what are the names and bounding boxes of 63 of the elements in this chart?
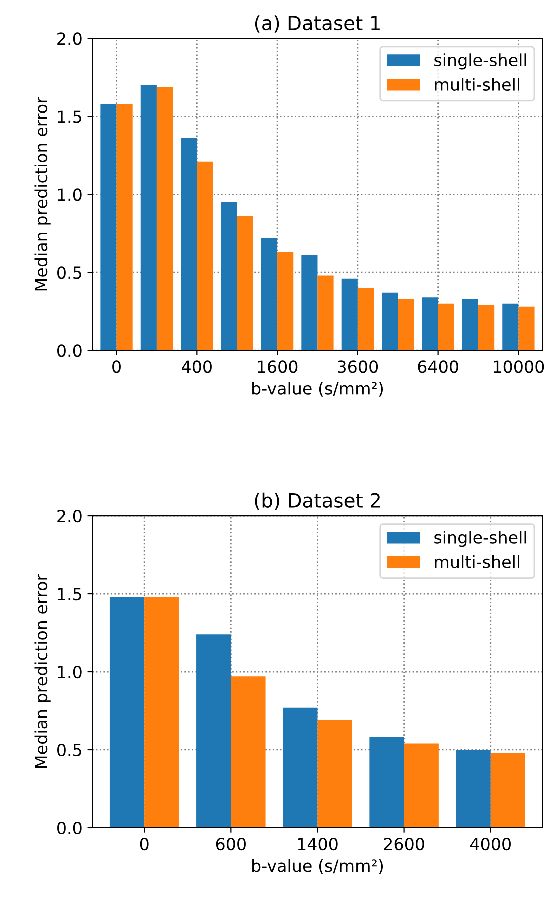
bar	[438, 304, 454, 351]
bar	[156, 87, 174, 351]
chart-title: (b) Dataset 2	[255, 492, 380, 510]
x-tick-label: 600	[216, 838, 246, 851]
bar	[382, 292, 398, 351]
x-tick-label: 1400	[298, 838, 338, 851]
bar	[478, 305, 495, 351]
y-tick-label: 0.5	[58, 744, 82, 757]
bar	[302, 255, 318, 351]
y-tick-label: 0.0	[58, 822, 82, 835]
x-tick-label: 10000	[494, 360, 544, 374]
bar	[261, 238, 278, 351]
x-tick-label: 3600	[338, 360, 378, 374]
y-tick-label: 1.5	[58, 588, 82, 601]
bar	[221, 202, 238, 351]
y-axis-title: Median prediction error	[34, 97, 51, 291]
legend-label: single-shell	[434, 531, 526, 548]
x-axis-title: b-value (s/mm²)	[252, 859, 384, 874]
bar	[342, 278, 358, 351]
bar	[140, 85, 157, 351]
y-tick-label: 1.0	[58, 666, 82, 679]
y-tick-label: 1.5	[58, 110, 82, 124]
x-tick-label: 0	[112, 360, 121, 374]
bar	[318, 276, 334, 351]
x-tick-label: 0	[140, 838, 149, 851]
bar	[231, 676, 266, 828]
y-axis-title: Median prediction error	[34, 574, 51, 768]
bar	[490, 753, 526, 828]
x-tick-label: 4000	[470, 838, 511, 851]
bar	[278, 252, 294, 351]
x-tick-label: 1600	[258, 360, 298, 374]
bar	[462, 299, 479, 351]
legend-label: multi-shell	[435, 555, 520, 568]
bar	[422, 298, 438, 351]
y-tick-label: 1.0	[58, 188, 82, 202]
y-tick-label: 0.5	[58, 266, 82, 280]
bar	[116, 104, 133, 351]
bar	[144, 597, 180, 828]
x-tick-label: 2600	[384, 838, 424, 851]
bar	[370, 738, 404, 828]
x-tick-label: 6400	[418, 360, 458, 374]
bar	[181, 138, 198, 351]
bar	[456, 750, 491, 828]
legend-label: multi-shell	[435, 78, 520, 92]
bar	[404, 744, 439, 828]
bar	[358, 288, 374, 351]
bar	[283, 708, 318, 828]
y-tick-label: 2.0	[58, 32, 82, 46]
bar	[518, 306, 535, 351]
y-tick-label: 0.0	[58, 344, 82, 358]
x-tick-label: 400	[182, 360, 212, 374]
bar	[196, 634, 232, 828]
bar	[502, 304, 519, 351]
bar	[318, 720, 352, 828]
bar	[110, 597, 145, 828]
bar	[197, 162, 214, 351]
legend-label: single-shell	[434, 54, 526, 70]
y-tick-label: 2.0	[58, 510, 82, 523]
bar	[237, 216, 254, 351]
chart-title: (a) Dataset 1	[255, 16, 380, 33]
bar	[100, 104, 117, 351]
bar	[398, 299, 414, 351]
x-axis-title: b-value (s/mm²)	[252, 382, 384, 397]
